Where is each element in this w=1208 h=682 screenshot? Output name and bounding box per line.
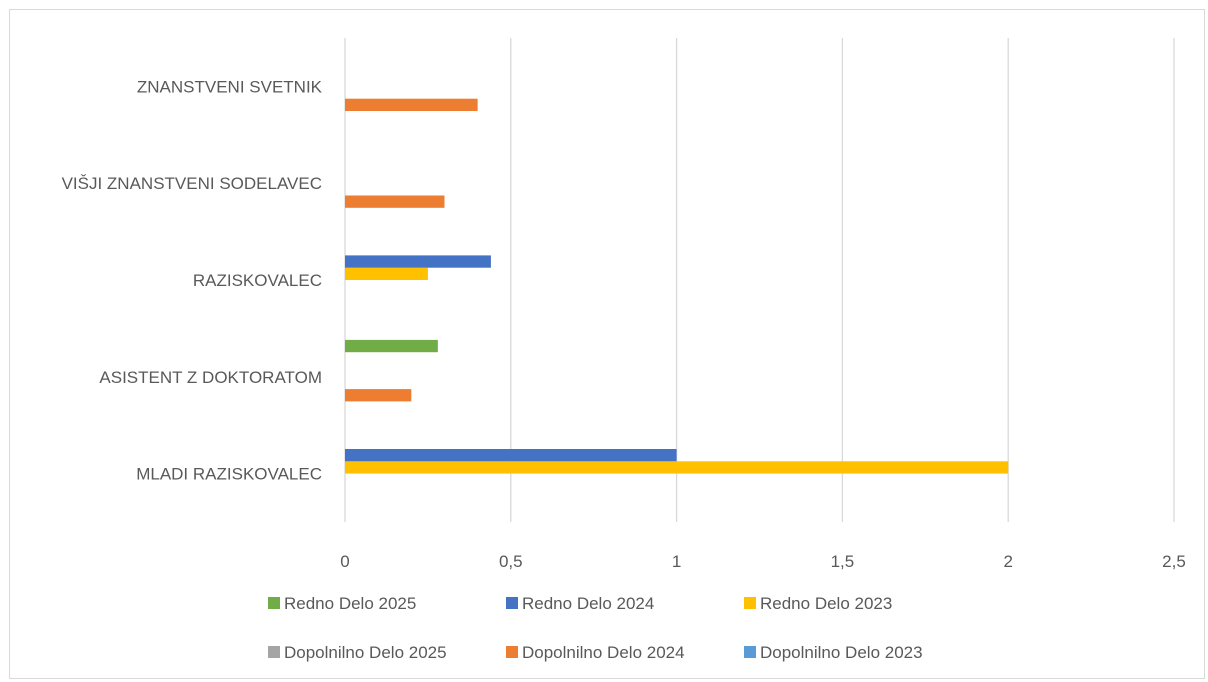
category-labels: MLADI RAZISKOVALEC ASISTENT Z DOKTORATOM R…	[62, 77, 323, 483]
legend-swatch-redno-delo-2025	[268, 597, 280, 609]
legend-swatch-redno-delo-2023	[744, 597, 756, 609]
category-label-mladi-raziskovalec: MLADI RAZISKOVALEC	[136, 465, 322, 484]
bars	[345, 98, 1009, 474]
x-tick-label: 0	[340, 552, 349, 571]
bar-redno-delo-2024-mladi-raziskovalec	[345, 449, 677, 462]
legend-label-dopolnilno-delo-2025: Dopolnilno Delo 2025	[284, 643, 447, 662]
bar-dopolnilno-delo-2024-znanstveni-svetnik	[345, 98, 478, 111]
x-tick-label: 1,5	[831, 552, 855, 571]
bar-redno-delo-2025-asistent-z-doktoratom	[345, 339, 438, 353]
bar-redno-delo-2023-mladi-raziskovalec	[345, 461, 1009, 474]
x-tick-label: 1	[672, 552, 681, 571]
legend-swatch-redno-delo-2024	[506, 597, 518, 609]
legend-swatch-dopolnilno-delo-2023	[744, 646, 756, 658]
legend-label-dopolnilno-delo-2024: Dopolnilno Delo 2024	[522, 643, 685, 662]
bar-redno-delo-2024-raziskovalec	[345, 255, 491, 268]
category-label-znanstveni-svetnik: ZNANSTVENI SVETNIK	[137, 77, 323, 96]
chart-area	[9, 9, 1205, 679]
legend: Redno Delo 2025 Redno Delo 2024 Redno Delo…	[268, 594, 923, 662]
legend-label-dopolnilno-delo-2023: Dopolnilno Delo 2023	[760, 643, 923, 662]
bar-dopolnilno-delo-2024-visji-znanstveni-sodelavec	[345, 195, 445, 208]
legend-label-redno-delo-2025: Redno Delo 2025	[284, 594, 416, 613]
bar-redno-delo-2023-raziskovalec	[345, 267, 428, 280]
gridlines	[344, 38, 1175, 522]
category-label-visji-znanstveni-sodelavec: VIŠJI ZNANSTVENI SODELAVEC	[62, 174, 322, 193]
category-label-raziskovalec: RAZISKOVALEC	[193, 271, 322, 290]
legend-label-redno-delo-2024: Redno Delo 2024	[522, 594, 654, 613]
legend-swatch-dopolnilno-delo-2024	[506, 646, 518, 658]
category-label-asistent-z-doktoratom: ASISTENT Z DOKTORATOM	[99, 368, 322, 387]
x-tick-label: 2	[1003, 552, 1012, 571]
x-axis-tick-labels: 0 0,5 1 1,5 2 2,5	[340, 552, 1186, 571]
x-tick-label: 0,5	[499, 552, 523, 571]
x-tick-label: 2,5	[1162, 552, 1186, 571]
legend-swatch-dopolnilno-delo-2025	[268, 646, 280, 658]
legend-label-redno-delo-2023: Redno Delo 2023	[760, 594, 892, 613]
bar-dopolnilno-delo-2024-asistent-z-doktoratom	[345, 389, 412, 402]
